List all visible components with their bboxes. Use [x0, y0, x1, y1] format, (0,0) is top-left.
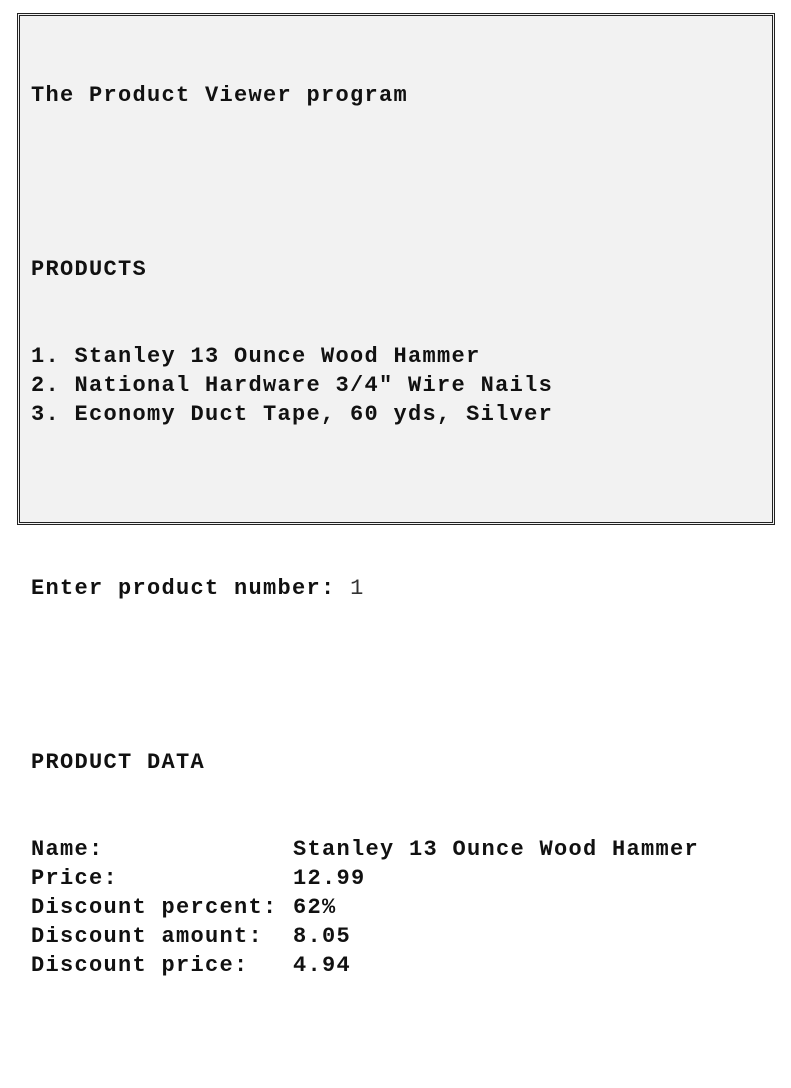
console-window: The Product Viewer program PRODUCTS 1. S…: [17, 13, 775, 978]
field-row: Discount percent: 62%: [31, 893, 699, 922]
page: {"console": { "title": "The Product View…: [17, 13, 775, 978]
product-item: 1. Stanley 13 Ounce Wood Hammer: [31, 344, 481, 369]
data-heading: PRODUCT DATA: [31, 750, 206, 775]
field-value: 4.94: [293, 953, 352, 978]
field-value: 8.05: [293, 924, 352, 949]
title: The Product Viewer program: [31, 83, 409, 108]
field-row: Discount amount: 8.05: [31, 922, 699, 951]
field-label: Price:: [31, 866, 119, 891]
user-input: 1: [350, 576, 365, 601]
product-item: 3. Economy Duct Tape, 60 yds, Silver: [31, 402, 554, 427]
field-label: Discount amount:: [31, 924, 264, 949]
field-label: Discount percent:: [31, 895, 278, 920]
field-value: 12.99: [293, 866, 366, 891]
prompt: Enter product number:: [31, 576, 336, 601]
products-heading: PRODUCTS: [31, 257, 148, 282]
product-item: 2. National Hardware 3/4" Wire Nails: [31, 373, 554, 398]
field-value: 62%: [293, 895, 337, 920]
field-label: Name:: [31, 837, 104, 862]
field-row: Price: 12.99: [31, 864, 699, 893]
console-output: The Product Viewer program PRODUCTS 1. S…: [31, 23, 699, 1088]
field-value: Stanley 13 Ounce Wood Hammer: [293, 837, 700, 862]
field-row: Name: Stanley 13 Ounce Wood Hammer: [31, 835, 699, 864]
prompt-line: Enter product number: 1: [31, 574, 699, 603]
field-label: Discount price:: [31, 953, 249, 978]
field-row: Discount price: 4.94: [31, 951, 699, 980]
